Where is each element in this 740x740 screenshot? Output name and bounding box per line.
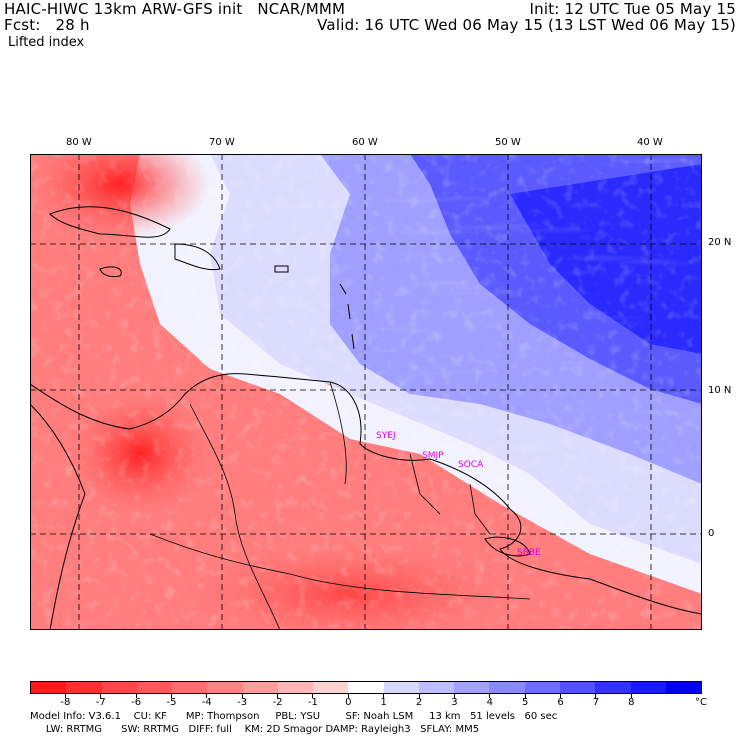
colorbar xyxy=(30,681,702,694)
colorbar-tick-label: 2 xyxy=(415,697,423,708)
colorbar-tick-label: 3 xyxy=(451,697,458,708)
colorbar-segment xyxy=(489,682,525,693)
model-info-line1: Model Info: V3.6.1 CU: KF MP: Thompson P… xyxy=(30,711,558,722)
lon-label-40w: 40 W xyxy=(637,137,663,148)
colorbar-tick xyxy=(135,694,137,698)
colorbar-segment xyxy=(524,682,560,693)
colorbar-tick xyxy=(560,694,562,698)
model-info-line2: LW: RRTMG SW: RRTMG DIFF: full KM: 2D Sm… xyxy=(30,724,480,735)
colorbar-tick xyxy=(100,694,102,698)
colorbar-tick-label: 0 xyxy=(345,697,352,708)
colorbar-segment xyxy=(136,682,173,693)
colorbar-tick-label: 7 xyxy=(592,697,600,708)
lon-label-80w: 80 W xyxy=(66,137,92,148)
colorbar-segment xyxy=(277,682,314,693)
colorbar-tick-label: -5 xyxy=(166,697,177,708)
colorbar-tick-label: -4 xyxy=(201,697,212,708)
colorbar-tick-label: 5 xyxy=(521,697,529,708)
lat-label-20n: 20 N xyxy=(708,237,732,248)
station-label-syej: SYEJ xyxy=(376,431,396,441)
colorbar-tick xyxy=(595,694,597,698)
forecast-hour: Fcst: 28 h xyxy=(4,16,90,34)
colorbar-tick-label: -8 xyxy=(60,697,71,708)
colorbar-tick xyxy=(347,694,349,698)
init-time: Init: 12 UTC Tue 05 May 15 xyxy=(529,0,736,18)
station-label-sbbe: SBBE xyxy=(517,548,541,558)
colorbar-tick-label: -6 xyxy=(131,697,142,708)
colorbar-tick-label: 4 xyxy=(486,697,493,708)
lifted-index-map xyxy=(30,154,702,630)
colorbar-tick-label: 8 xyxy=(628,697,635,708)
colorbar-tick-label: -7 xyxy=(95,697,106,708)
colorbar-tick-label: -1 xyxy=(307,697,318,708)
lon-label-50w: 50 W xyxy=(495,137,521,148)
colorbar-tick xyxy=(312,694,314,698)
colorbar-segment xyxy=(418,682,455,693)
colorbar-segment xyxy=(595,682,631,693)
colorbar-segment xyxy=(31,682,67,693)
station-label-soca: SOCA xyxy=(458,460,484,470)
field-name: Lifted index xyxy=(8,35,85,50)
station-label-smjp: SMJP xyxy=(422,451,444,461)
colorbar-tick xyxy=(524,694,526,698)
colorbar-unit: °C xyxy=(695,697,707,708)
colorbar-tick-label: -2 xyxy=(272,697,283,708)
colorbar-segment xyxy=(66,682,102,693)
colorbar-segment xyxy=(454,682,490,693)
colorbar-tick xyxy=(206,694,208,698)
graticule xyxy=(30,154,702,630)
colorbar-segment xyxy=(665,682,702,693)
borders xyxy=(149,381,531,630)
colorbar-segment xyxy=(313,682,349,693)
colorbar-tick xyxy=(277,694,279,698)
colorbar-tick xyxy=(241,694,243,698)
lon-label-60w: 60 W xyxy=(352,137,378,148)
colorbar-segment xyxy=(383,682,419,693)
colorbar-segment xyxy=(242,682,278,693)
colorbar-segment xyxy=(207,682,243,693)
colorbar-tick xyxy=(418,694,420,698)
colorbar-tick xyxy=(489,694,491,698)
lat-label-0: 0 xyxy=(708,528,715,539)
lon-label-70w: 70 W xyxy=(209,137,235,148)
colorbar-tick xyxy=(64,694,66,698)
valid-time: Valid: 16 UTC Wed 06 May 15 (13 LST Wed … xyxy=(317,16,736,34)
colorbar-tick xyxy=(170,694,172,698)
coastlines xyxy=(30,206,702,630)
colorbar-tick xyxy=(630,694,632,698)
colorbar-tick-label: 6 xyxy=(557,697,564,708)
colorbar-tick-label: 1 xyxy=(380,697,387,708)
colorbar-tick-label: -3 xyxy=(237,697,248,708)
colorbar-tick xyxy=(453,694,455,698)
model-title: HAIC-HIWC 13km ARW-GFS init NCAR/MMM xyxy=(4,0,346,18)
colorbar-segment xyxy=(101,682,137,693)
colorbar-segment xyxy=(559,682,596,693)
colorbar-tick xyxy=(383,694,385,698)
colorbar-segment xyxy=(630,682,666,693)
lat-label-10n: 10 N xyxy=(708,385,732,396)
colorbar-segment xyxy=(348,682,384,693)
colorbar-segment xyxy=(172,682,208,693)
